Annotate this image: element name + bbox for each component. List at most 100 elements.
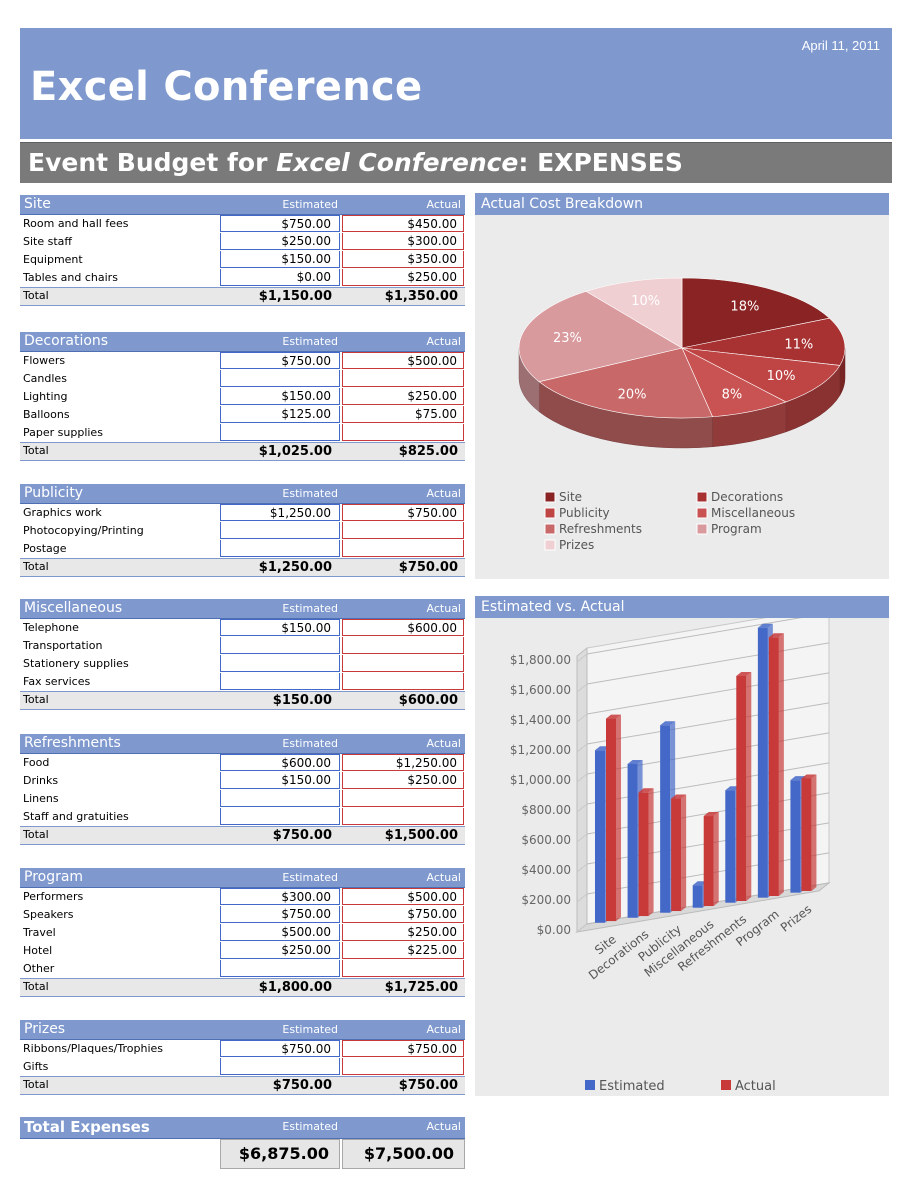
estimated-cell[interactable] (220, 637, 340, 654)
total-estimated-value[interactable]: $750.00 (272, 1078, 332, 1093)
actual-cell[interactable]: $225.00 (342, 942, 464, 959)
actual-cell[interactable]: $75.00 (342, 406, 464, 423)
estimated-cell[interactable] (220, 960, 340, 977)
actual-cell[interactable] (342, 673, 464, 690)
estimated-cell[interactable]: $300.00 (220, 888, 340, 905)
estimated-cell[interactable] (220, 522, 340, 539)
estimated-cell[interactable] (220, 655, 340, 672)
subtitle-bar: Event Budget for Excel Conference: EXPEN… (20, 142, 892, 183)
actual-cell[interactable] (342, 540, 464, 557)
pie-legend: Site Decorations Publicity Miscellaneous Ref… (544, 490, 795, 552)
row-label: Balloons (23, 408, 70, 421)
actual-cell[interactable] (342, 960, 464, 977)
estimated-cell[interactable]: $1,250.00 (220, 504, 340, 521)
bar-top (627, 760, 643, 765)
bar-side (778, 633, 784, 896)
column-header-estimated: Estimated (282, 1023, 338, 1036)
estimated-cell[interactable]: $750.00 (220, 1040, 340, 1057)
estimated-cell[interactable]: $500.00 (220, 924, 340, 941)
total-estimated-value[interactable]: $750.00 (272, 828, 332, 843)
total-actual-value[interactable]: $1,350.00 (384, 289, 458, 304)
gridline-side (576, 653, 588, 663)
actual-cell[interactable] (342, 424, 464, 441)
estimated-cell[interactable]: $150.00 (220, 388, 340, 405)
actual-cell[interactable]: $350.00 (342, 251, 464, 268)
actual-cell[interactable]: $1,250.00 (342, 754, 464, 771)
table-row: Transportation (20, 637, 465, 655)
estimated-cell[interactable]: $750.00 (220, 352, 340, 369)
actual-cell[interactable] (342, 790, 464, 807)
estimated-cell[interactable]: $125.00 (220, 406, 340, 423)
total-estimated-value[interactable]: $1,025.00 (258, 444, 332, 459)
estimated-cell[interactable] (220, 790, 340, 807)
estimated-cell[interactable]: $150.00 (220, 251, 340, 268)
actual-cell[interactable] (342, 637, 464, 654)
bar-top (671, 794, 687, 799)
legend-item-publicity: Publicity (559, 506, 610, 520)
actual-cell[interactable] (342, 1058, 464, 1075)
total-actual-value[interactable]: $600.00 (398, 693, 458, 708)
estimated-cell[interactable]: $750.00 (220, 906, 340, 923)
total-estimated-value[interactable]: $150.00 (272, 693, 332, 708)
legend-swatch (544, 539, 556, 551)
bar-front (660, 725, 671, 913)
estimated-cell[interactable]: $150.00 (220, 772, 340, 789)
estimated-cell[interactable]: $250.00 (220, 942, 340, 959)
actual-cell[interactable]: $500.00 (342, 888, 464, 905)
section-title: Prizes (24, 1021, 66, 1037)
total-row: Total $1,150.00 $1,350.00 (20, 287, 465, 306)
estimated-cell[interactable]: $0.00 (220, 269, 340, 286)
actual-cell[interactable]: $250.00 (342, 269, 464, 286)
actual-cell[interactable] (342, 370, 464, 387)
total-expenses-actual[interactable]: $7,500.00 (342, 1139, 465, 1169)
estimated-cell[interactable] (220, 1058, 340, 1075)
total-estimated-value[interactable]: $1,800.00 (258, 980, 332, 995)
actual-cell[interactable]: $250.00 (342, 772, 464, 789)
total-row: Total $150.00 $600.00 (20, 691, 465, 710)
actual-cell[interactable]: $750.00 (342, 906, 464, 923)
total-estimated-value[interactable]: $1,250.00 (258, 560, 332, 575)
actual-cell[interactable]: $250.00 (342, 924, 464, 941)
total-actual-value[interactable]: $750.00 (398, 1078, 458, 1093)
row-label: Flowers (23, 354, 66, 367)
row-label: Graphics work (23, 506, 102, 519)
estimated-cell[interactable]: $250.00 (220, 233, 340, 250)
actual-cell[interactable]: $750.00 (342, 504, 464, 521)
actual-cell[interactable]: $300.00 (342, 233, 464, 250)
bar-front (638, 792, 649, 917)
estimated-cell[interactable] (220, 808, 340, 825)
actual-cell[interactable] (342, 655, 464, 672)
section-prizes: Prizes Estimated Actual Ribbons/Plaques/Tro… (20, 1020, 465, 1095)
estimated-cell[interactable] (220, 424, 340, 441)
estimated-cell[interactable] (220, 673, 340, 690)
actual-cell[interactable]: $600.00 (342, 619, 464, 636)
actual-cell[interactable]: $750.00 (342, 1040, 464, 1057)
estimated-cell[interactable]: $600.00 (220, 754, 340, 771)
y-tick-label: $1,400.00 (510, 713, 571, 727)
total-actual-value[interactable]: $825.00 (398, 444, 458, 459)
section-publicity: Publicity Estimated Actual Graphics work $1,… (20, 484, 465, 577)
estimated-cell[interactable]: $750.00 (220, 215, 340, 232)
actual-cell[interactable]: $500.00 (342, 352, 464, 369)
total-actual-value[interactable]: $750.00 (398, 560, 458, 575)
total-actual-value[interactable]: $1,500.00 (384, 828, 458, 843)
table-row: Travel $500.00 $250.00 (20, 924, 465, 942)
estimated-cell[interactable] (220, 540, 340, 557)
table-row: Postage (20, 540, 465, 558)
total-expenses-estimated[interactable]: $6,875.00 (220, 1139, 340, 1169)
actual-cell[interactable]: $250.00 (342, 388, 464, 405)
gridline (586, 642, 830, 685)
total-actual-value[interactable]: $1,725.00 (384, 980, 458, 995)
pie-chart-panel[interactable]: Actual Cost Breakdown 18% 11% 10% 8% 20% 23% 1… (475, 193, 889, 579)
column-header-estimated: Estimated (282, 487, 338, 500)
estimated-cell[interactable] (220, 370, 340, 387)
actual-cell[interactable] (342, 808, 464, 825)
table-row: Food $600.00 $1,250.00 (20, 754, 465, 772)
bar-front (671, 798, 682, 912)
bar-chart-panel[interactable]: Estimated vs. Actual $0.00 $200.00 $400.00… (475, 596, 889, 1096)
actual-cell[interactable] (342, 522, 464, 539)
actual-cell[interactable]: $450.00 (342, 215, 464, 232)
estimated-cell[interactable]: $150.00 (220, 619, 340, 636)
total-estimated-value[interactable]: $1,150.00 (258, 289, 332, 304)
gridline-side (576, 803, 588, 813)
